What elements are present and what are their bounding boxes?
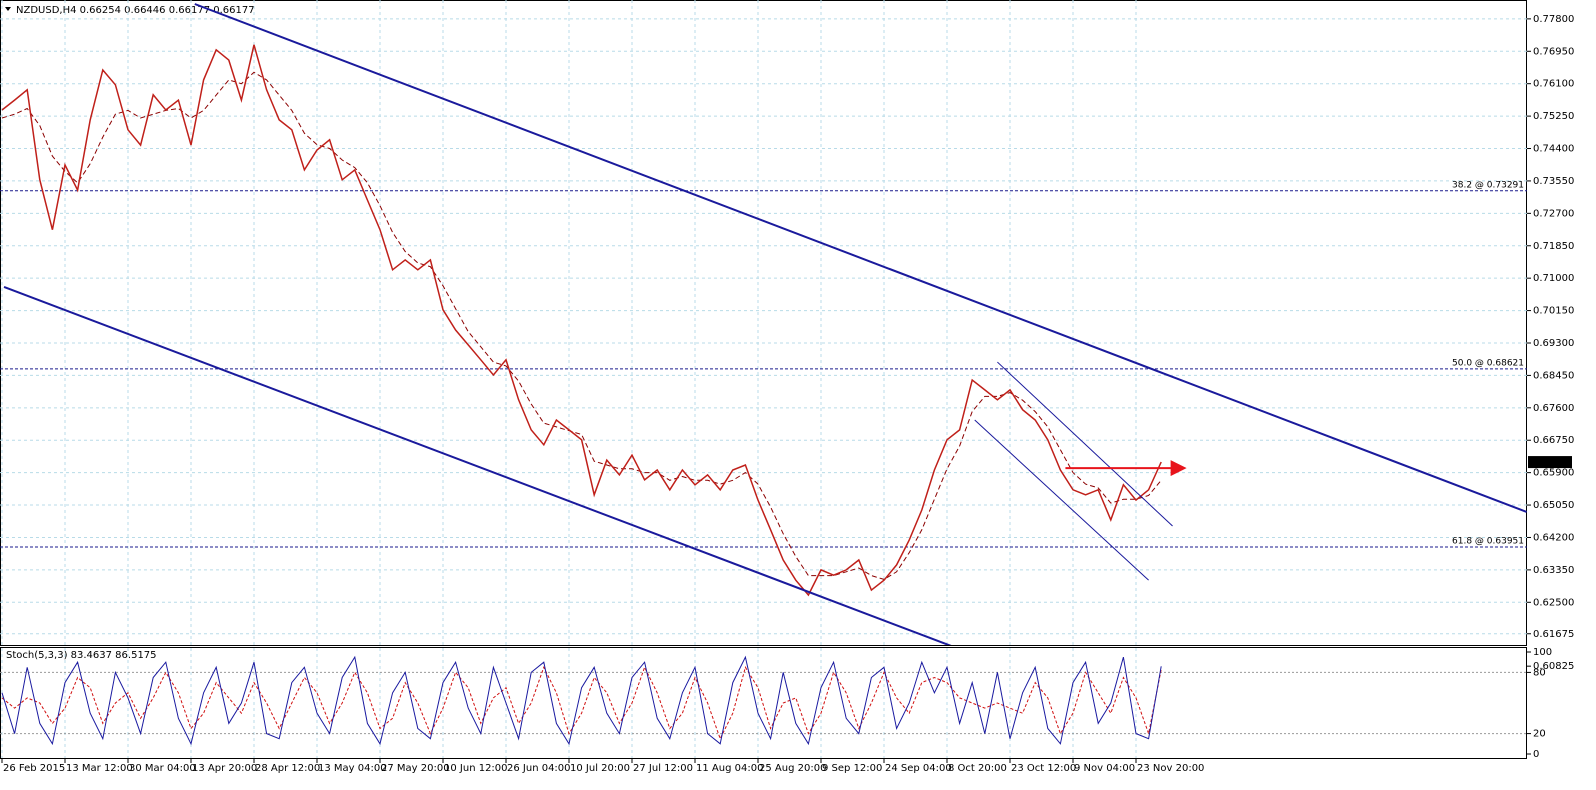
y-tick-label: 0.71000 xyxy=(1533,273,1574,284)
trendline xyxy=(974,419,1149,581)
x-tick-label: 28 Apr 12:00 xyxy=(255,763,320,774)
y-tick-label: 0.61675 xyxy=(1533,629,1574,640)
y-tick-label: 20 xyxy=(1533,729,1546,740)
fibo-label: 61.8 @ 0.63951 xyxy=(1452,536,1524,546)
x-tick-label: 23 Oct 12:00 xyxy=(1011,763,1076,774)
x-tick-label: 9 Sep 12:00 xyxy=(822,763,882,774)
y-tick-label: 0.76100 xyxy=(1533,79,1574,90)
x-tick-label: 8 Oct 20:00 xyxy=(948,763,1007,774)
y-tick-label: 0.68450 xyxy=(1533,370,1574,381)
moving-average xyxy=(1,71,1162,580)
stoch-main xyxy=(1,655,1162,746)
y-tick-label: 80 xyxy=(1533,667,1546,678)
y-tick-label: 0.73550 xyxy=(1533,176,1574,187)
x-tick-label: 26 Feb 2015 xyxy=(3,763,65,774)
stoch-signal xyxy=(1,666,1162,740)
y-tick-label: 0.67600 xyxy=(1533,403,1574,414)
main-plot: 38.2 @ 0.73291 50.0 @ 0.68621 61.8 @ 0.639… xyxy=(0,0,1527,645)
x-tick-label: 13 Mar 12:00 xyxy=(66,763,133,774)
y-tick-label: 0.69300 xyxy=(1533,338,1574,349)
x-tick-label: 11 Aug 04:00 xyxy=(696,763,763,774)
price-line xyxy=(1,44,1162,597)
x-tick-label: 10 Jun 12:00 xyxy=(444,763,508,774)
stoch-panel xyxy=(0,647,1527,759)
y-tick-label: 0.65900 xyxy=(1533,468,1574,479)
y-tick-label: 0.63350 xyxy=(1533,565,1574,576)
x-tick-label: 10 Jul 20:00 xyxy=(570,763,630,774)
y-tick-label: 0.66750 xyxy=(1533,435,1574,446)
y-tick-label: 0.64200 xyxy=(1533,532,1574,543)
y-tick-label: 0.70150 xyxy=(1533,306,1574,317)
y-tick-label: 0.74400 xyxy=(1533,144,1574,155)
y-tick-label: 0.75250 xyxy=(1533,111,1574,122)
trendline xyxy=(3,286,952,645)
y-tick-label: 100 xyxy=(1533,647,1552,658)
x-tick-label: 25 Aug 20:00 xyxy=(759,763,826,774)
current-price-label: 0.66177 xyxy=(1531,457,1572,468)
x-tick-label: 27 May 20:00 xyxy=(381,763,450,774)
x-tick-label: 13 May 04:00 xyxy=(318,763,387,774)
x-tick-label: 13 Apr 20:00 xyxy=(192,763,257,774)
x-tick-label: 24 Sep 04:00 xyxy=(885,763,952,774)
fibo-label: 38.2 @ 0.73291 xyxy=(1452,180,1524,190)
chart-title: NZDUSD,H4 0.66254 0.66446 0.66177 0.6617… xyxy=(16,5,255,16)
y-tick-label: 0.62500 xyxy=(1533,597,1574,608)
trendline xyxy=(194,3,1527,513)
y-tick-label: 0.71850 xyxy=(1533,241,1574,252)
stoch-title: Stoch(5,3,3) 83.4637 86.5175 xyxy=(6,650,157,661)
y-tick-label: 0.60825 xyxy=(1533,661,1574,672)
x-tick-label: 23 Nov 20:00 xyxy=(1137,763,1204,774)
y-tick-label: 0.76950 xyxy=(1533,46,1574,57)
stoch-plot xyxy=(0,648,1527,758)
x-tick-label: 27 Jul 12:00 xyxy=(633,763,693,774)
trendline xyxy=(997,361,1173,527)
x-tick-label: 30 Mar 04:00 xyxy=(129,763,196,774)
y-tick-label: 0.65050 xyxy=(1533,500,1574,511)
current-price-box xyxy=(1528,456,1572,469)
x-tick-label: 26 Jun 04:00 xyxy=(507,763,571,774)
main-panel xyxy=(0,0,1527,646)
y-tick-label: 0.77800 xyxy=(1533,14,1574,25)
menu-triangle[interactable] xyxy=(5,7,11,11)
fibo-label: 50.0 @ 0.68621 xyxy=(1452,358,1524,368)
y-tick-label: 0 xyxy=(1533,749,1539,760)
y-tick-label: 0.72700 xyxy=(1533,208,1574,219)
x-tick-label: 9 Nov 04:00 xyxy=(1074,763,1135,774)
